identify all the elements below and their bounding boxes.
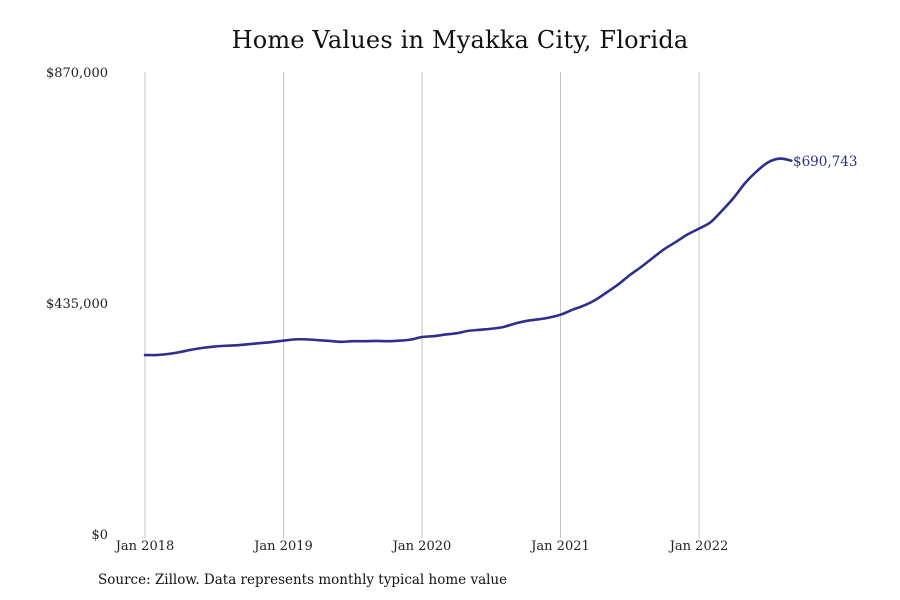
x-tick-label: Jan 2020 bbox=[391, 539, 452, 554]
x-tick-label: Jan 2021 bbox=[529, 539, 590, 554]
end-value-label: $690,743 bbox=[793, 154, 857, 170]
x-tick-label: Jan 2018 bbox=[114, 539, 175, 554]
chart-title: Home Values in Myakka City, Florida bbox=[231, 26, 689, 54]
y-tick-label: $0 bbox=[91, 528, 108, 543]
source-note: Source: Zillow. Data represents monthly … bbox=[98, 572, 508, 588]
y-tick-label: $435,000 bbox=[46, 297, 108, 312]
x-tick-label: Jan 2022 bbox=[668, 539, 729, 554]
x-tick-label: Jan 2019 bbox=[252, 539, 313, 554]
y-tick-label: $870,000 bbox=[46, 66, 108, 81]
home-value-line bbox=[143, 157, 793, 357]
